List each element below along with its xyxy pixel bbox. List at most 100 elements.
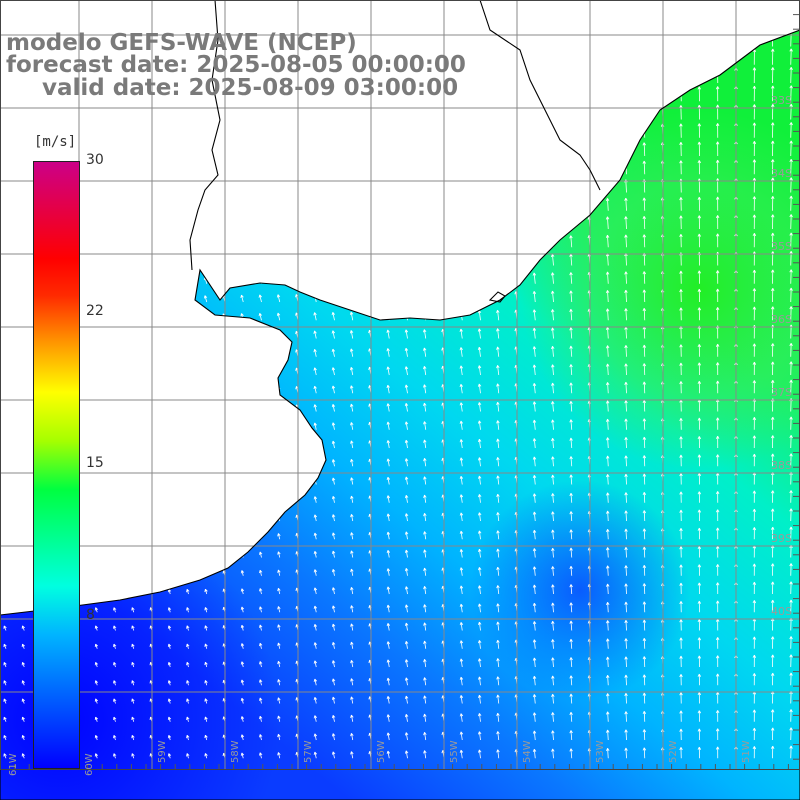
wind-arrow bbox=[404, 329, 409, 339]
wind-arrow bbox=[259, 606, 263, 613]
wind-arrow bbox=[386, 550, 391, 558]
wind-arrow bbox=[496, 16, 499, 29]
wind-arrow bbox=[94, 350, 98, 357]
wind-arrow bbox=[313, 696, 318, 704]
wind-arrow bbox=[331, 733, 336, 741]
wind-arrow bbox=[550, 290, 555, 303]
wind-arrow bbox=[789, 379, 793, 394]
wind-arrow bbox=[258, 184, 262, 193]
wind-arrow bbox=[642, 455, 647, 467]
wind-arrow bbox=[423, 17, 426, 29]
wind-arrow bbox=[697, 417, 702, 430]
wind-arrow bbox=[21, 461, 25, 467]
wind-arrow bbox=[478, 585, 482, 595]
wind-arrow bbox=[551, 693, 555, 704]
wind-arrow bbox=[569, 565, 573, 576]
wind-arrow bbox=[112, 20, 115, 28]
wind-arrow bbox=[459, 475, 464, 485]
wind-arrow bbox=[313, 238, 317, 248]
wind-arrow bbox=[276, 312, 281, 321]
wind-arrow bbox=[569, 657, 573, 668]
wind-arrow bbox=[478, 16, 481, 28]
wind-arrow bbox=[459, 512, 464, 522]
wind-arrow bbox=[680, 13, 683, 28]
wind-arrow bbox=[2, 332, 7, 339]
wind-arrow bbox=[459, 236, 463, 248]
wind-arrow bbox=[3, 516, 7, 522]
wind-arrow bbox=[94, 332, 98, 339]
wind-arrow bbox=[313, 349, 317, 357]
wind-arrow bbox=[569, 437, 573, 449]
wind-arrow bbox=[551, 584, 555, 595]
wind-arrow bbox=[752, 490, 757, 503]
wind-arrow bbox=[550, 106, 555, 120]
lon-label: 57W bbox=[303, 740, 314, 763]
wind-arrow bbox=[2, 277, 7, 284]
wind-arrow bbox=[112, 221, 116, 230]
wind-arrow bbox=[166, 111, 171, 120]
wind-arrow bbox=[550, 88, 555, 102]
wind-arrow bbox=[203, 166, 208, 175]
wind-arrow bbox=[167, 534, 172, 540]
wind-arrow bbox=[459, 640, 464, 649]
colorbar-unit: [m/s] bbox=[34, 134, 77, 150]
wind-arrow bbox=[349, 146, 354, 157]
wind-arrow bbox=[532, 438, 537, 449]
wind-arrow bbox=[624, 308, 628, 321]
wind-arrow bbox=[349, 293, 354, 303]
wind-arrow bbox=[313, 220, 317, 230]
wind-arrow bbox=[94, 643, 99, 649]
wind-arrow bbox=[771, 67, 775, 84]
wind-arrow bbox=[624, 711, 628, 722]
wind-arrow bbox=[624, 234, 628, 248]
wind-arrow bbox=[423, 586, 427, 595]
wind-arrow bbox=[203, 313, 208, 321]
wind-arrow bbox=[386, 35, 390, 47]
wind-arrow bbox=[313, 441, 317, 449]
wind-arrow bbox=[422, 218, 427, 230]
wind-arrow bbox=[386, 274, 390, 284]
wind-arrow bbox=[167, 460, 172, 467]
wind-arrow bbox=[386, 659, 391, 668]
wind-arrow bbox=[277, 697, 281, 704]
wind-arrow bbox=[477, 218, 482, 230]
wind-arrow bbox=[551, 529, 555, 540]
wind-arrow bbox=[532, 730, 537, 741]
wind-arrow bbox=[112, 313, 116, 321]
wind-arrow bbox=[459, 328, 463, 339]
wind-arrow bbox=[770, 490, 775, 503]
wind-arrow bbox=[697, 380, 702, 394]
wind-arrow bbox=[130, 1, 133, 10]
wind-arrow bbox=[624, 216, 628, 230]
wind-arrow bbox=[496, 548, 500, 558]
wind-arrow bbox=[752, 727, 757, 741]
wind-arrow bbox=[3, 497, 7, 503]
wind-arrow bbox=[752, 673, 757, 686]
wind-arrow bbox=[386, 586, 391, 595]
wind-arrow bbox=[130, 148, 135, 157]
wind-arrow bbox=[459, 291, 463, 303]
wind-arrow bbox=[186, 734, 190, 741]
wind-arrow bbox=[112, 166, 116, 175]
wind-arrow bbox=[569, 51, 573, 65]
wind-arrow bbox=[789, 508, 793, 522]
wind-arrow bbox=[606, 510, 610, 522]
wind-arrow bbox=[386, 513, 391, 522]
wind-arrow bbox=[331, 238, 335, 248]
wind-arrow bbox=[277, 660, 281, 668]
wind-arrow bbox=[313, 128, 317, 138]
wind-arrow bbox=[679, 582, 683, 595]
wind-arrow bbox=[569, 88, 573, 102]
wind-arrow bbox=[3, 405, 7, 412]
wind-arrow bbox=[277, 496, 281, 503]
wind-arrow bbox=[752, 435, 757, 449]
wind-arrow bbox=[770, 636, 775, 649]
wind-arrow bbox=[2, 130, 7, 138]
wind-arrow bbox=[569, 0, 572, 10]
wind-arrow bbox=[624, 619, 628, 631]
wind-arrow bbox=[642, 381, 647, 394]
wind-arrow bbox=[185, 387, 190, 394]
wind-arrow bbox=[349, 330, 354, 339]
wind-arrow bbox=[386, 108, 390, 120]
wind-arrow bbox=[770, 435, 775, 449]
